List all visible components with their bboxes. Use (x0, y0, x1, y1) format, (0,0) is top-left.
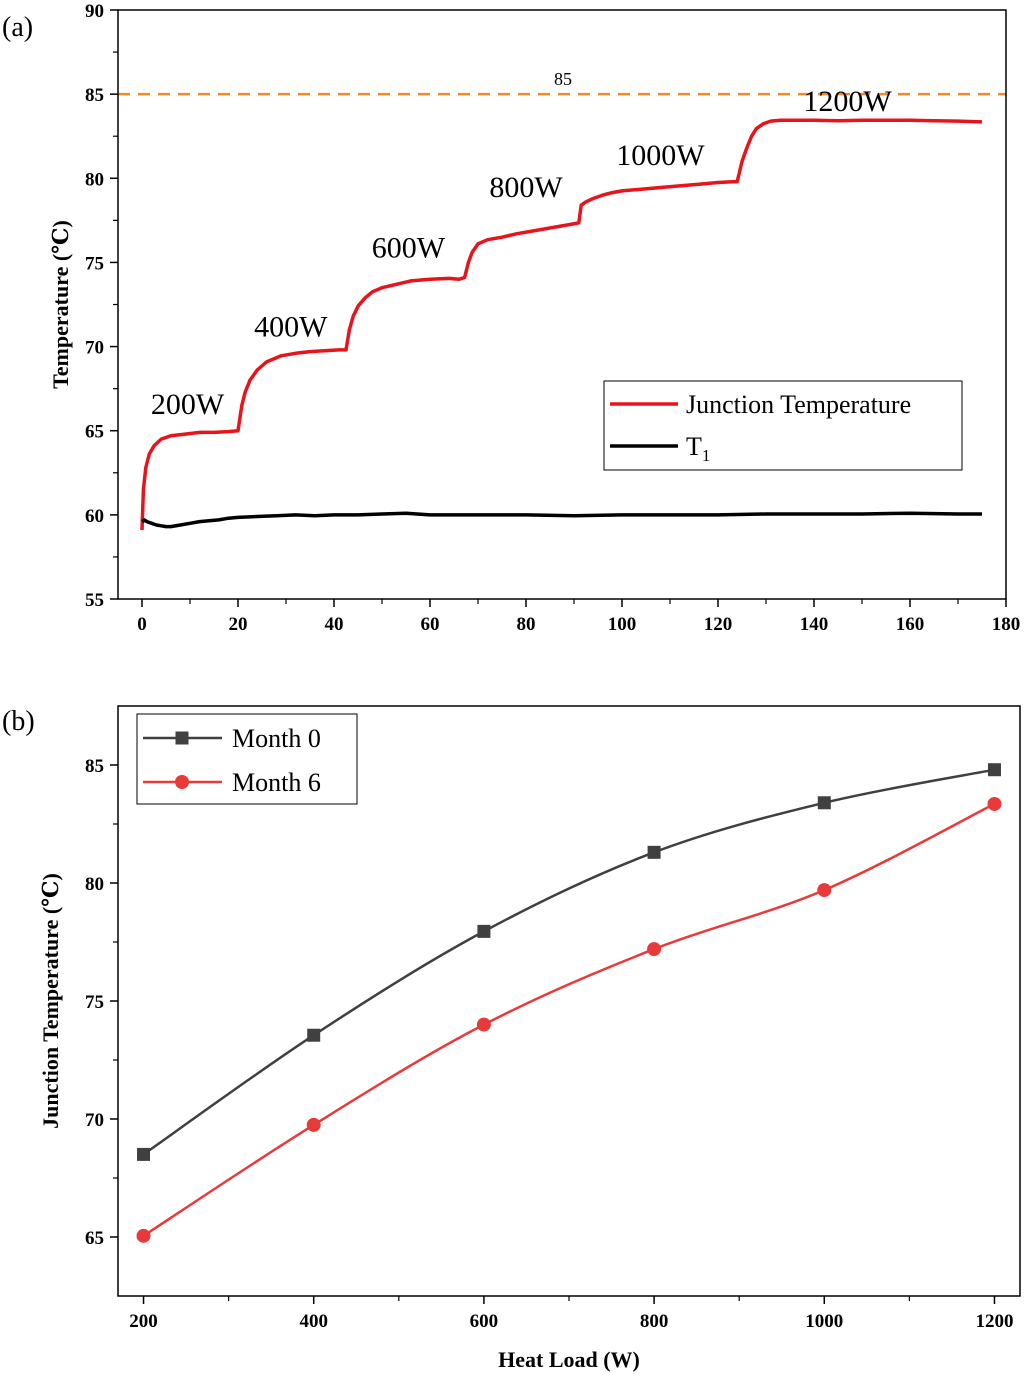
y-tick-label: 85 (85, 85, 104, 106)
series-line-junction-temperature (140, 118, 983, 531)
y-tick-label: 90 (85, 1, 104, 22)
legend-label-junction-temperature: Junction Temperature (686, 390, 911, 419)
panel-a-legend: Junction Temperature T1 (603, 380, 963, 471)
step-label-600w: 600W (372, 231, 446, 264)
data-point-month-0 (817, 796, 831, 810)
step-label-1000w: 1000W (616, 139, 705, 172)
panel-a-y-ticks: 55 60 65 70 75 80 85 90 (85, 1, 118, 611)
panel-a-y-axis-title: Temperature (℃) (48, 220, 73, 389)
legend-swatch-marker-month-0 (175, 731, 189, 745)
legend-swatch-marker-month-6 (175, 775, 189, 789)
x-tick-label: 20 (229, 614, 248, 635)
step-label-1200w: 1200W (803, 85, 892, 118)
y-tick-label: 60 (85, 506, 104, 527)
legend-item-month-6 (143, 775, 222, 789)
panel-b-label: (b) (2, 706, 35, 737)
data-point-month-6 (987, 796, 1002, 811)
legend-label-month-6: Month 6 (232, 768, 321, 797)
x-tick-label: 140 (800, 614, 829, 635)
data-point-month-6 (476, 1017, 491, 1032)
data-point-month-0 (137, 1147, 151, 1161)
panel-b-series (136, 763, 1002, 1243)
x-tick-label: 60 (421, 614, 440, 635)
data-point-month-6 (136, 1228, 151, 1243)
x-tick-label: 100 (608, 614, 637, 635)
y-tick-label: 75 (85, 253, 104, 274)
x-tick-label: 0 (137, 614, 147, 635)
data-point-month-6 (306, 1117, 321, 1132)
x-tick-label: 200 (129, 1311, 158, 1332)
x-tick-label: 1000 (805, 1311, 843, 1332)
step-label-800w: 800W (489, 171, 563, 204)
y-tick-label: 75 (85, 992, 104, 1013)
panel-a-label: (a) (2, 12, 33, 43)
y-tick-label: 55 (85, 590, 104, 611)
data-point-month-6 (647, 942, 662, 957)
panel-b-x-axis-title: Heat Load (W) (498, 1347, 640, 1372)
reference-line-label: 85 (554, 69, 572, 89)
data-point-month-0 (477, 924, 491, 938)
panel-a-series (140, 118, 983, 531)
panel-a: (a) 85 200W 400W 600W 800W 1000W 1200W 0 20 40 60… (2, 1, 1020, 635)
y-tick-label: 65 (85, 1228, 104, 1249)
y-tick-label: 70 (85, 338, 104, 359)
x-tick-label: 160 (896, 614, 925, 635)
x-tick-label: 600 (470, 1311, 499, 1332)
legend-label-month-0: Month 0 (232, 724, 321, 753)
step-label-200w: 200W (151, 388, 225, 421)
panel-b: (b) 200 400 600 800 1000 1200 65 70 75 80 85 Heat… (2, 705, 1021, 1372)
series-line-t1 (140, 511, 982, 529)
step-label-400w: 400W (254, 310, 328, 343)
legend-item-month-0 (143, 731, 222, 745)
data-point-month-6 (817, 883, 832, 898)
panel-b-legend-box (136, 713, 358, 805)
data-point-month-0 (987, 763, 1001, 777)
panel-a-x-ticks: 0 20 40 60 80 100 120 140 160 180 (137, 599, 1020, 635)
x-tick-label: 40 (325, 614, 344, 635)
panel-a-legend-box (603, 380, 963, 471)
legend-subscript: 1 (702, 446, 711, 465)
x-tick-label: 80 (517, 614, 536, 635)
y-tick-label: 85 (85, 756, 104, 777)
panel-b-y-axis-title: Junction Temperature (℃) (38, 873, 63, 1129)
series-line-month-0 (142, 768, 995, 1156)
panel-b-y-ticks: 65 70 75 80 85 (85, 756, 118, 1249)
x-tick-label: 1200 (975, 1311, 1013, 1332)
panel-a-annotations: 85 200W 400W 600W 800W 1000W 1200W (151, 69, 892, 421)
x-tick-label: 180 (992, 614, 1021, 635)
data-point-month-0 (307, 1028, 321, 1042)
y-tick-label: 70 (85, 1110, 104, 1131)
data-point-month-0 (647, 845, 661, 859)
panel-b-legend: Month 0 Month 6 (136, 713, 358, 805)
x-tick-label: 800 (640, 1311, 669, 1332)
y-tick-label: 80 (85, 169, 104, 190)
series-line-month-6 (142, 802, 996, 1237)
x-tick-label: 400 (299, 1311, 328, 1332)
x-tick-label: 120 (704, 614, 733, 635)
y-tick-label: 65 (85, 422, 104, 443)
panel-b-x-ticks: 200 400 600 800 1000 1200 (129, 1296, 1013, 1332)
y-tick-label: 80 (85, 874, 104, 895)
